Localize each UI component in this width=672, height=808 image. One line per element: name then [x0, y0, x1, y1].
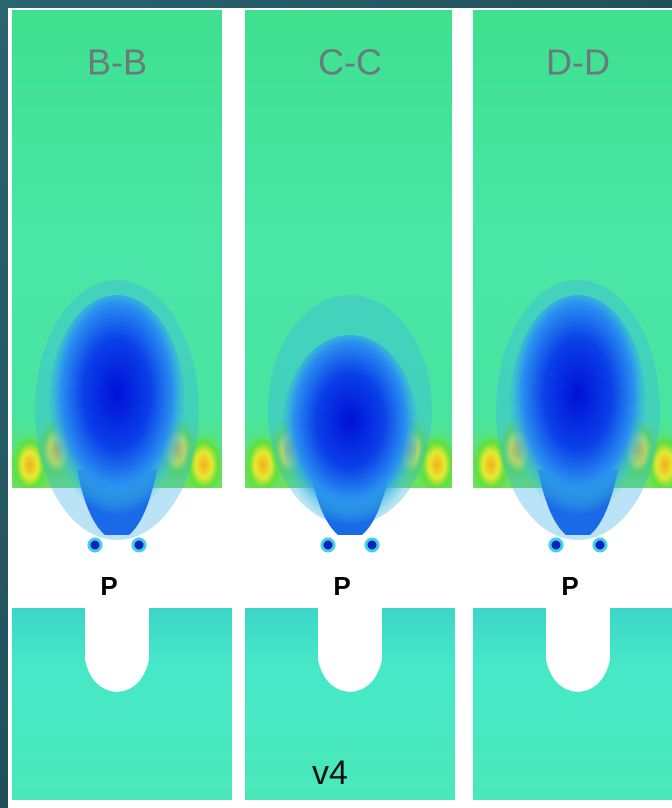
- nozzle: [85, 608, 149, 692]
- plume: [510, 295, 646, 515]
- vortex: [594, 539, 606, 551]
- vortex: [322, 539, 334, 551]
- section-label: B-B: [87, 42, 147, 83]
- point-marker: P: [561, 571, 578, 601]
- contour-panel: D-D P: [471, 10, 672, 800]
- point-marker: P: [333, 571, 350, 601]
- contour-panel: C-C P: [243, 10, 457, 800]
- nozzle: [318, 608, 382, 692]
- footer: v4: [312, 754, 348, 792]
- divider: [452, 8, 473, 608]
- plume: [282, 335, 418, 525]
- divider: [222, 8, 245, 608]
- vortex: [89, 539, 101, 551]
- nozzle: [546, 608, 610, 692]
- point-marker: P: [100, 571, 117, 601]
- section-label: C-C: [318, 42, 382, 83]
- vortex: [133, 539, 145, 551]
- contour-panel: B-B P: [10, 10, 232, 800]
- vortex: [366, 539, 378, 551]
- section-label: D-D: [546, 42, 610, 83]
- panels: B-B P C-C P D-D P: [10, 10, 672, 800]
- slide: B-B P C-C P D-D P v4: [0, 0, 672, 808]
- plume: [49, 295, 185, 515]
- vortex: [550, 539, 562, 551]
